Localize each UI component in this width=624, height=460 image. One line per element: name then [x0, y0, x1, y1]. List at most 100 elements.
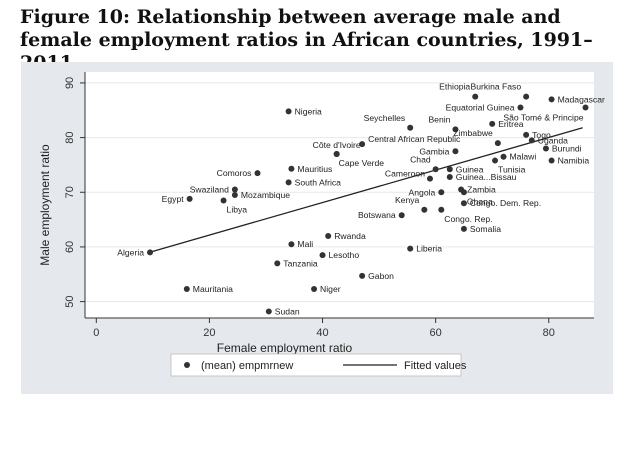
point-label: Burkina Faso [470, 82, 521, 92]
point-label: Equatorial Guinea [446, 103, 515, 113]
legend-marker-points [184, 362, 190, 368]
legend-label-fitted: Fitted values [404, 360, 467, 372]
data-point [407, 124, 414, 131]
point-label: Mauritius [297, 164, 332, 174]
data-point [582, 104, 589, 111]
point-label: Zimbabwe [453, 128, 493, 138]
point-label: Cape Verde [339, 158, 385, 168]
data-point [523, 131, 530, 138]
legend-label-points: (mean) empmrnew [201, 360, 293, 372]
data-point [183, 286, 190, 293]
data-point [452, 126, 459, 133]
point-label: Botswana [358, 210, 396, 220]
data-point [460, 189, 467, 196]
point-label: Somalia [470, 224, 501, 234]
x-tick-label: 80 [543, 327, 555, 339]
data-point [285, 179, 292, 186]
data-point [494, 140, 501, 147]
point-label: Egypt [162, 194, 185, 204]
data-point [231, 186, 238, 193]
y-tick-label: 70 [64, 186, 76, 198]
point-label: Sudan [275, 306, 300, 316]
point-label: Libya [227, 204, 248, 214]
data-point [311, 286, 318, 293]
point-label: Namibia [558, 156, 590, 166]
data-point [517, 104, 524, 111]
data-point [438, 206, 445, 213]
data-point [186, 195, 193, 202]
x-tick-label: 40 [316, 327, 328, 339]
point-label: Zambia [467, 185, 496, 195]
data-point [325, 233, 332, 239]
point-label: Lesotho [329, 250, 360, 260]
points-layer: Algeria Mauritania Egypt Libya Swaziland Moza… [117, 82, 605, 317]
point-label: South Africa [295, 177, 342, 187]
point-label: Uganda [538, 135, 568, 145]
point-label: Madagascar [558, 94, 605, 104]
point-label: Benin [428, 114, 450, 124]
point-label: Mali [297, 239, 313, 249]
point-label: Mozambique [241, 190, 290, 200]
fitted-line-layer [147, 127, 583, 254]
point-label: Kenya [395, 195, 420, 205]
data-point [438, 189, 445, 196]
data-point [359, 141, 366, 148]
x-axis-label: Female employment ratio [217, 341, 353, 355]
data-point [147, 249, 154, 256]
point-label: São Tomé & Principe [503, 113, 583, 123]
data-point [220, 197, 227, 204]
point-label: Chad [410, 154, 431, 164]
data-point [500, 153, 507, 160]
data-point [426, 175, 433, 182]
point-label: Togo [532, 130, 551, 140]
point-label: Liberia [416, 244, 442, 254]
legend: (mean) empmrnew Fitted values [170, 353, 467, 377]
data-point [288, 165, 295, 172]
point-label: Ghana [467, 196, 493, 206]
point-label: Gabon [368, 271, 394, 281]
point-label: Cameroon [385, 169, 425, 179]
point-label: Burundi [552, 144, 582, 154]
grid-lines [85, 82, 594, 303]
data-point [274, 260, 281, 267]
point-label: Rwanda [334, 231, 366, 241]
y-tick-label: 50 [64, 295, 76, 307]
point-label: Swaziland [190, 185, 229, 195]
point-label: Guinea...Bissau [456, 172, 517, 182]
scatter-chart: 50 60 70 80 90 0 20 40 60 80 Algeria Mauritania Egy… [38, 72, 605, 377]
data-point [254, 170, 261, 177]
data-point [421, 206, 428, 213]
point-label: Algeria [117, 247, 144, 257]
point-label: Comoros [217, 168, 252, 178]
data-point [432, 166, 439, 173]
data-point [460, 200, 467, 207]
data-point [472, 93, 479, 100]
point-label: Congo. Dem. Rep. [470, 198, 541, 208]
point-label: Ethiopia [439, 82, 470, 92]
data-point [446, 173, 453, 180]
data-point [489, 120, 496, 127]
y-tick-label: 90 [64, 77, 76, 89]
data-point [548, 96, 555, 103]
data-point [446, 166, 453, 173]
x-tick-label: 60 [430, 327, 442, 339]
point-label: Eritrea [498, 119, 524, 129]
data-point [528, 137, 535, 144]
data-point [285, 108, 292, 115]
point-label: Tunisia [498, 165, 526, 175]
data-point [460, 225, 467, 232]
point-label: Côte d'Ivoire [313, 140, 361, 150]
point-label: Mauritania [193, 284, 233, 294]
x-tick-label: 0 [93, 327, 99, 339]
point-label: Congo. Rep. [444, 214, 492, 224]
fitted-line [147, 127, 583, 254]
data-point [548, 157, 555, 164]
data-point [398, 212, 405, 219]
data-point [452, 148, 459, 155]
point-label: Nigeria [295, 106, 322, 116]
point-label: Gambia [419, 146, 449, 156]
data-point [333, 151, 340, 157]
point-label: Central African Republic [368, 134, 461, 144]
y-axis-label: Male employment ratio [38, 144, 52, 266]
plot-area [85, 72, 594, 318]
